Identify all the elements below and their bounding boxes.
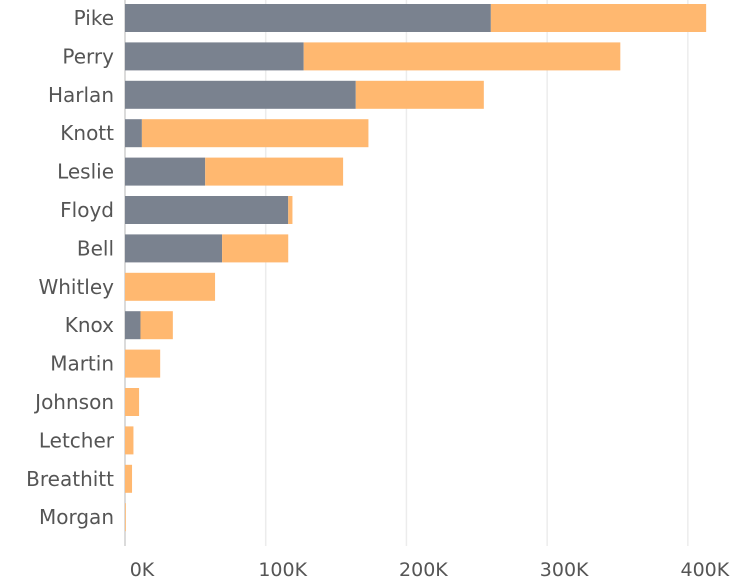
x-axis-ticks: 0K 100K 200K 300K 400K [130, 559, 730, 581]
x-tick-label: 400K [680, 559, 729, 581]
bar-layer [125, 4, 707, 532]
bar-segment-series-2[interactable] [125, 388, 140, 416]
bar-segment-series-2[interactable] [355, 80, 484, 109]
bar-segment-series-1[interactable] [125, 311, 141, 340]
category-label: Perry [62, 44, 114, 68]
category-label: Bell [77, 236, 114, 260]
bar-segment-series-2[interactable] [140, 311, 173, 340]
category-label: Johnson [33, 390, 114, 414]
bar-segment-series-2[interactable] [125, 503, 126, 532]
bar-segment-series-2[interactable] [125, 349, 161, 378]
bar-segment-series-1[interactable] [125, 119, 142, 148]
category-label: Morgan [39, 505, 114, 529]
category-label: Letcher [39, 428, 115, 452]
x-tick-label: 200K [399, 559, 448, 581]
category-label: Knox [65, 313, 114, 337]
bar-segment-series-2[interactable] [288, 196, 293, 224]
bar-segment-series-2[interactable] [205, 157, 344, 186]
category-label: Knott [60, 121, 114, 145]
bar-segment-series-1[interactable] [125, 42, 304, 71]
bar-segment-series-1[interactable] [125, 4, 491, 32]
category-label: Breathitt [26, 467, 114, 491]
category-label: Martin [50, 352, 114, 376]
x-tick-label: 100K [258, 559, 307, 581]
bar-segment-series-1[interactable] [125, 80, 356, 109]
bar-segment-series-2[interactable] [303, 42, 621, 71]
category-labels: Pike Perry Harlan Knott Leslie Floyd Bell Whitl… [26, 6, 115, 529]
category-label: Floyd [60, 198, 114, 222]
bar-segment-series-1[interactable] [125, 234, 223, 263]
category-label: Pike [74, 6, 114, 30]
bar-segment-series-1[interactable] [125, 196, 289, 224]
bar-segment-series-2[interactable] [125, 426, 134, 455]
bar-segment-series-2[interactable] [490, 4, 707, 32]
x-tick-label: 300K [540, 559, 589, 581]
bar-segment-series-2[interactable] [125, 272, 216, 301]
bar-segment-series-1[interactable] [125, 157, 206, 186]
bar-segment-series-2[interactable] [141, 119, 369, 148]
x-tick-label: 0K [130, 559, 155, 581]
bar-segment-series-2[interactable] [125, 464, 133, 493]
category-label: Whitley [38, 275, 114, 299]
category-label: Leslie [57, 160, 114, 184]
bar-segment-series-2[interactable] [222, 234, 289, 263]
category-label: Harlan [48, 83, 114, 107]
